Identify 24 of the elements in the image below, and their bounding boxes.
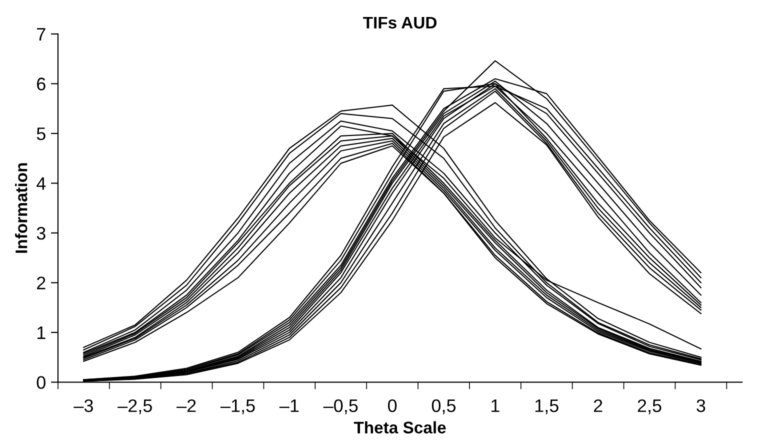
x-tick-label: –1,5	[220, 400, 255, 414]
x-tick-label: 3	[696, 399, 706, 412]
x-tick-label: –2	[176, 399, 196, 412]
chart-title: TIFs AUD	[363, 16, 437, 29]
x-tick-label: –0,5	[323, 399, 358, 414]
y-tick-label: 0	[36, 376, 46, 389]
y-axis-title: Information	[15, 163, 28, 253]
y-tick-label: 2	[37, 276, 46, 290]
y-tick-label: 7	[37, 28, 46, 41]
x-tick-label: –1	[279, 400, 299, 412]
x-axis-title: Theta Scale	[354, 421, 446, 434]
x-tick-label: –2,5	[118, 399, 152, 414]
y-tick-label: 4	[36, 177, 46, 190]
x-tick-label: 0	[388, 399, 397, 412]
y-tick-label: 1	[38, 326, 46, 339]
x-tick-label: 1,5	[535, 400, 558, 414]
y-tick-label: 5	[36, 128, 46, 140]
x-tick-label: 2	[594, 399, 602, 412]
x-tick-label: 1	[492, 400, 500, 412]
x-tick-label: 2,5	[638, 399, 662, 414]
x-tick-label: 0,5	[432, 399, 456, 414]
x-tick-label: –3	[74, 399, 93, 412]
y-tick-label: 3	[36, 226, 46, 240]
y-tick-label: 6	[37, 78, 46, 90]
